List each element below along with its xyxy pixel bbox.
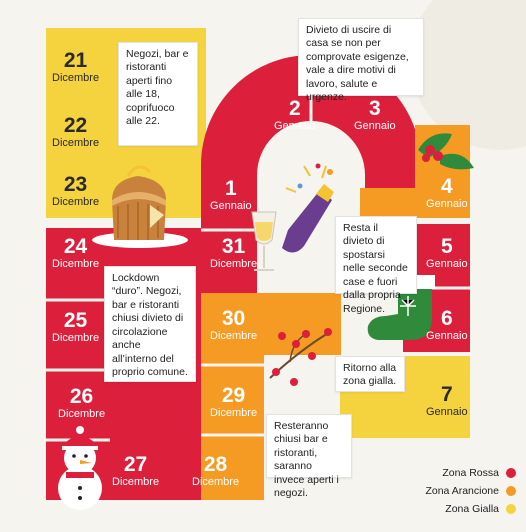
note-ritorno: Ritorno alla zona gialla. (335, 356, 405, 392)
day-22-dic: 22 Dicembre (52, 114, 100, 149)
day-7-gen: 7 Gennaio (426, 383, 468, 418)
legend-dot-rossa (506, 468, 516, 478)
day-29-dic: 29 Dicembre (210, 384, 258, 419)
note-resteranno: Resteranno chiusi bar e ristoranti, sara… (266, 414, 352, 499)
day-25-dic: 25 Dicembre (52, 309, 100, 344)
note-negozi: Negozi, bar e ristoranti aperti fino all… (118, 42, 198, 146)
note-lockdown: Lockdown “duro”. Negozi, bar e ristorant… (104, 266, 196, 382)
day-1-gen: 1 Gennaio (210, 177, 252, 212)
bg-circle (410, 0, 526, 150)
champagne-icon (251, 163, 334, 271)
day-26-dic: 26 Dicembre (58, 385, 106, 420)
day-6-gen: 6 Gennaio (426, 307, 468, 342)
legend-item-rossa: Zona Rossa (396, 464, 516, 482)
day-27-dic: 27 Dicembre (112, 453, 160, 488)
berries-icon (269, 328, 332, 386)
day-31-dic: 31 Dicembre (210, 235, 258, 270)
day-5-gen: 5 Gennaio (426, 235, 468, 270)
day-23-dic: 23 Dicembre (52, 173, 100, 208)
holly-icon (418, 133, 474, 170)
note-seconde-case: Resta il divieto di spostarsi nelle seco… (335, 216, 417, 315)
legend-item-gialla: Zona Gialla (396, 500, 516, 518)
snowman-icon (58, 426, 102, 510)
day-24-dic: 24 Dicembre (52, 235, 100, 270)
day-4-gen: 4 Gennaio (426, 175, 468, 210)
day-2-gen: 2 Gennaio (274, 97, 316, 132)
day-3-gen: 3 Gennaio (354, 97, 396, 132)
day-28-dic: 28 Dicembre (192, 453, 240, 488)
legend-dot-gialla (506, 504, 516, 514)
legend-dot-arancione (506, 486, 516, 496)
note-divieto-casa: Divieto di uscire di casa se non per com… (298, 18, 424, 103)
legend: Zona Rossa Zona Arancione Zona Gialla (396, 464, 516, 518)
day-30-dic: 30 Dicembre (210, 307, 258, 342)
panettone-icon (92, 165, 188, 248)
day-21-dic: 21 Dicembre (52, 49, 100, 84)
legend-item-arancione: Zona Arancione (396, 482, 516, 500)
